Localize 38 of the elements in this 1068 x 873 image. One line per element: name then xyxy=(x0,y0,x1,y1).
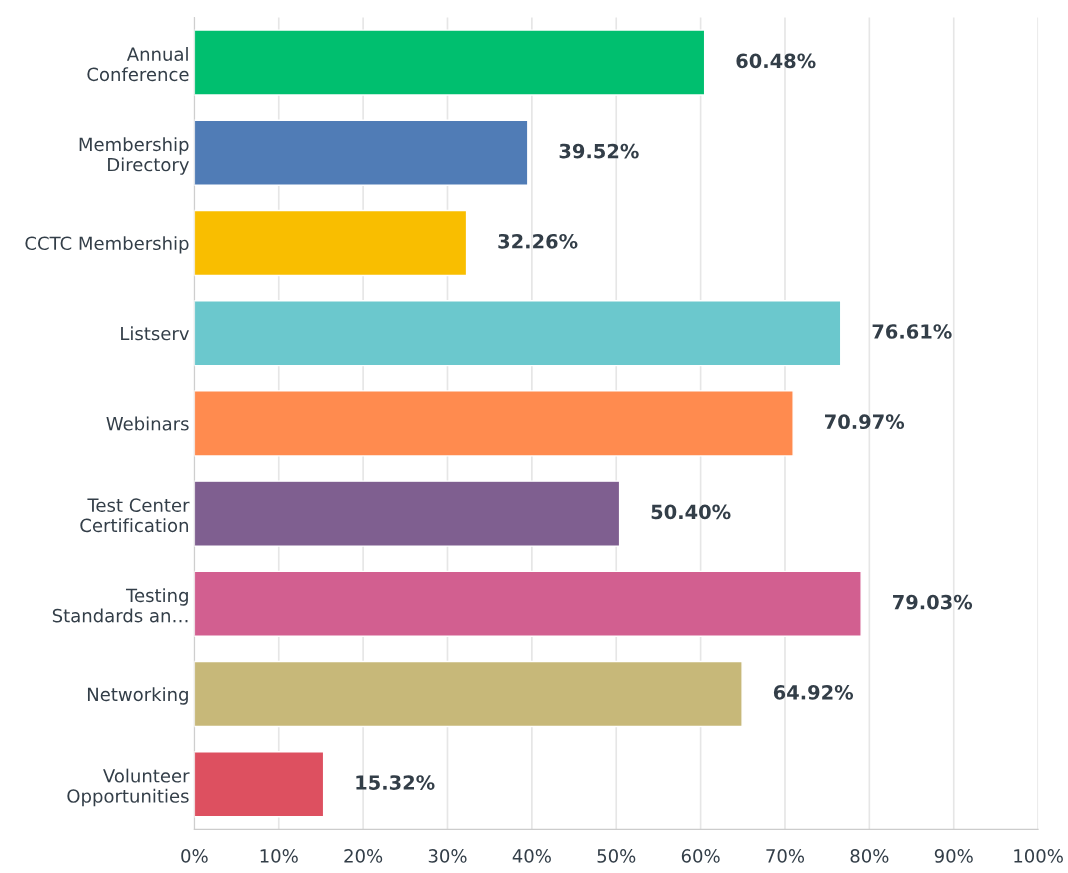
bar xyxy=(194,119,529,186)
x-tick-label: 70% xyxy=(766,849,805,863)
data-label: 15.32% xyxy=(356,775,435,790)
x-tick-label: 40% xyxy=(512,849,551,863)
bar xyxy=(194,660,743,728)
y-tick-label: Webinars xyxy=(106,416,189,431)
x-tick-label: 0% xyxy=(181,849,208,863)
y-tick-label: Membership Directory xyxy=(79,137,189,175)
x-tick-label: 10% xyxy=(260,849,298,863)
bar xyxy=(194,209,468,277)
data-label: 70.97% xyxy=(825,414,905,430)
y-tick-label: Testing Standards an… xyxy=(52,588,188,623)
y-tick-label: Volunteer Opportunities xyxy=(67,768,190,807)
data-label: 50.40% xyxy=(651,504,731,520)
x-tick-label: 90% xyxy=(934,849,973,863)
y-tick-label: CCTC Membership xyxy=(25,236,189,254)
x-tick-label: 60% xyxy=(681,849,720,863)
data-label: 39.52% xyxy=(559,143,639,159)
bar xyxy=(194,390,794,457)
data-label: 60.48% xyxy=(736,53,816,69)
bar xyxy=(194,300,842,367)
data-label: 64.92% xyxy=(773,684,854,700)
y-tick-label: Networking xyxy=(87,687,188,705)
x-tick-label: 20% xyxy=(344,849,383,863)
x-tick-label: 50% xyxy=(597,849,636,863)
x-tick-label: 30% xyxy=(428,849,467,863)
bar xyxy=(194,480,621,547)
data-label: 79.03% xyxy=(893,594,973,610)
x-tick-label: 100% xyxy=(1014,849,1063,863)
x-tick-label: 80% xyxy=(850,849,889,863)
data-label: 32.26% xyxy=(498,233,578,249)
y-tick-label: Annual Conference xyxy=(87,46,189,82)
data-label: 76.61% xyxy=(872,324,952,339)
y-tick-label: Listserv xyxy=(121,326,189,341)
bar xyxy=(194,570,862,637)
y-tick-label: Test Center Certification xyxy=(80,498,190,533)
bar xyxy=(194,29,706,96)
bar xyxy=(194,751,325,818)
